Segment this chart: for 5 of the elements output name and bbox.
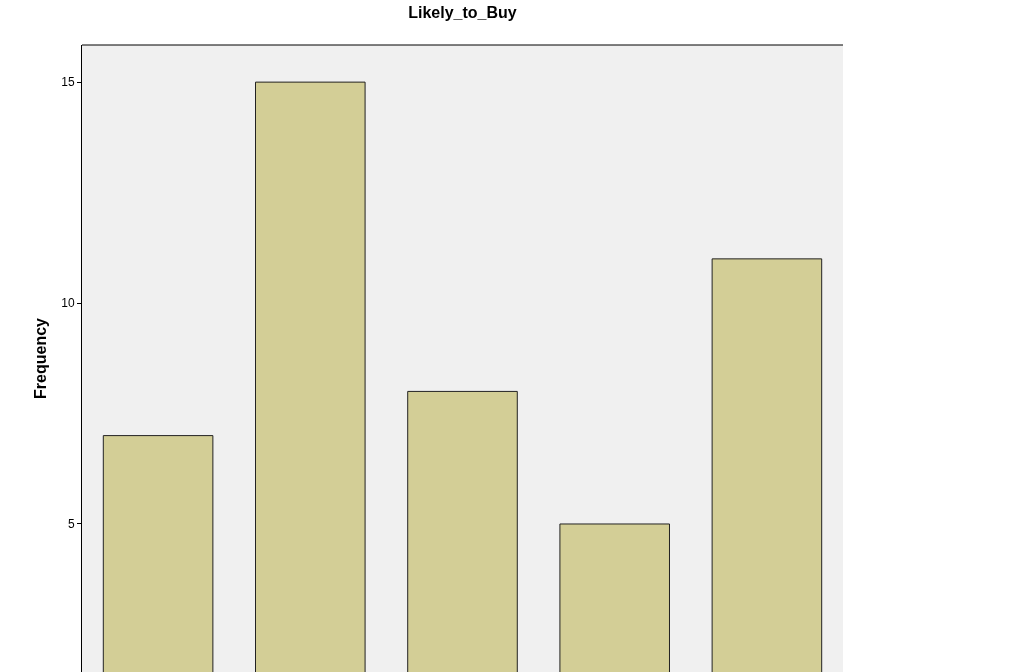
chart-title: Likely_to_Buy xyxy=(408,3,517,21)
y-axis-title: Frequency xyxy=(32,317,50,399)
y-tick-label: 15 xyxy=(61,75,75,90)
y-tick-label: 10 xyxy=(61,296,75,311)
y-tick-label: 5 xyxy=(67,517,75,532)
